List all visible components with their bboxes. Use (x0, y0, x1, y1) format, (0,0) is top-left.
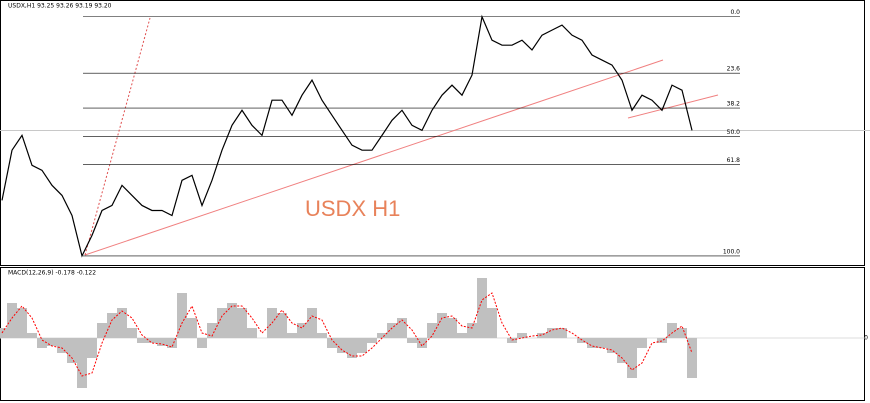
watermark: USDX H1 (305, 196, 400, 221)
macd-bar (207, 323, 217, 338)
macd-bar (677, 328, 687, 338)
macd-bar (467, 323, 477, 338)
macd-bar (487, 308, 497, 338)
macd-bar (337, 338, 347, 353)
macd-bar (287, 333, 297, 338)
macd-bar (107, 313, 117, 338)
macd-bar (387, 323, 397, 338)
macd-bar (407, 338, 417, 343)
fib-label: 23.6 (727, 66, 741, 73)
macd-bar (177, 293, 187, 338)
macd-bar (447, 318, 457, 338)
trend-line (627, 94, 719, 119)
macd-bar (317, 333, 327, 338)
macd-bar (147, 338, 157, 343)
macd-bar (577, 338, 587, 343)
macd-bar (607, 338, 617, 353)
trend-line (84, 59, 664, 256)
macd-bar (417, 338, 427, 348)
macd-bar (357, 338, 367, 353)
macd-bar (237, 308, 247, 338)
macd-bar (687, 338, 697, 378)
macd-bar (617, 338, 627, 363)
fib-label: 61.8 (727, 157, 741, 164)
macd-bar (597, 338, 607, 348)
signal-line (1, 292, 693, 377)
macd-bar (307, 308, 317, 338)
macd-bar (47, 338, 57, 346)
macd-bar (437, 313, 447, 338)
macd-bar (57, 338, 67, 353)
macd-bar (517, 333, 527, 338)
price-panel (0, 0, 865, 266)
macd-bar (0, 328, 7, 338)
macd-bar (187, 318, 197, 338)
macd-bar (97, 323, 107, 338)
macd-bar (87, 338, 97, 358)
macd-bar (27, 333, 37, 338)
macd-bar (377, 333, 387, 338)
fib-label: 50.0 (727, 129, 741, 136)
macd-bar (17, 308, 27, 338)
macd-bar (457, 333, 467, 338)
macd-title: MACD(12,26,9) -0.178 -0.122 (8, 270, 96, 277)
macd-bar (347, 338, 357, 358)
macd-bar (297, 323, 307, 338)
macd-bar (587, 338, 597, 348)
macd-bar (167, 338, 177, 348)
macd-bar (157, 338, 167, 346)
price-line (1, 14, 693, 258)
y-tick-label: 0 (864, 335, 868, 342)
macd-bar (477, 278, 487, 338)
macd-bar (327, 338, 337, 348)
macd-bar (657, 338, 667, 343)
macd-bar (397, 318, 407, 338)
macd-bar (547, 328, 557, 338)
macd-bar (7, 303, 17, 338)
macd-bar (627, 338, 637, 378)
macd-bar (37, 338, 47, 348)
macd-bar (367, 338, 377, 343)
macd-bar (127, 328, 137, 338)
macd-bar (557, 328, 567, 338)
macd-bar (197, 338, 207, 348)
fib-label: 100.0 (723, 248, 740, 255)
fib-label: 38.2 (727, 101, 741, 108)
macd-bar (217, 308, 227, 338)
macd-bar (427, 323, 437, 338)
macd-bar (67, 338, 77, 363)
macd-bar (637, 338, 647, 348)
macd-bar (537, 333, 547, 338)
macd-bar (247, 328, 257, 338)
macd-bar (227, 303, 237, 338)
macd-bar (137, 338, 147, 343)
fib-label: 0.0 (730, 9, 740, 16)
macd-bar (117, 308, 127, 338)
trend-line (84, 17, 151, 256)
macd-bar (277, 313, 287, 338)
chart-title: USDX,H1 93.25 93.26 93.19 93.20 (8, 3, 112, 10)
macd-bar (667, 323, 677, 338)
macd-bar (77, 338, 87, 388)
